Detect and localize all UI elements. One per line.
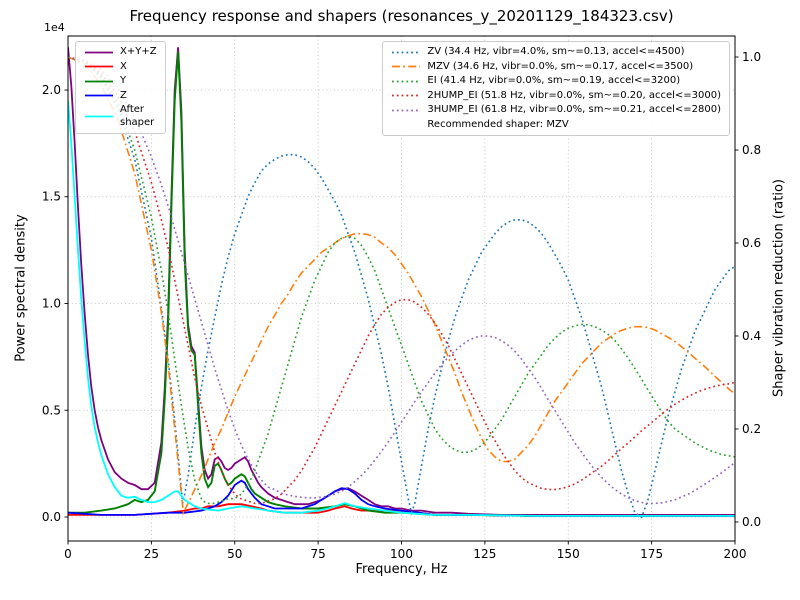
tick-label-x-25: 25 — [144, 547, 159, 561]
legend-line-2hump_ei — [392, 94, 421, 97]
tick-label-x-75: 75 — [310, 547, 325, 561]
curve-3hump_ei — [68, 56, 735, 505]
legend-shapers: ZV (34.4 Hz, vibr=4.0%, sm~=0.13, accel<… — [382, 41, 730, 136]
tick-label-x-0: 0 — [64, 547, 72, 561]
y-axis-left-label: Power spectral density — [13, 214, 29, 362]
legend-label-mzv: MZV (34.6 Hz, vibr=0.0%, sm~=0.17, accel… — [427, 60, 694, 72]
tick-label-yr-0: 0.0 — [742, 515, 761, 529]
tick-label-yl-0: 0.0 — [42, 510, 61, 524]
curve-y — [68, 51, 735, 517]
tick-label-x-150: 150 — [557, 547, 580, 561]
legend-line-x — [85, 65, 113, 68]
tick-label-yl-1: 1.0 — [42, 296, 61, 310]
legend-label-2hump_ei: 2HUMP_EI (51.8 Hz, vibr=0.0%, sm~=0.20, … — [427, 89, 721, 101]
legend-line-y — [85, 80, 113, 83]
legend-label-ei: EI (41.4 Hz, vibr=0.0%, sm~=0.19, accel<… — [427, 75, 681, 86]
legend-item-ei: EI (41.4 Hz, vibr=0.0%, sm~=0.19, accel<… — [391, 75, 721, 88]
curve-z — [68, 479, 735, 517]
legend-line-after-shaper — [85, 115, 113, 118]
tick-label-yl-1.5: 1.5 — [42, 190, 61, 204]
legend-item-x: X — [84, 61, 157, 74]
legend-label-xyz: X+Y+Z — [120, 46, 157, 57]
legend-item-xyz: X+Y+Z — [84, 46, 157, 59]
tick-label-yr-0.2: 0.2 — [742, 422, 761, 436]
chart-title: Frequency response and shapers (resonanc… — [129, 7, 674, 25]
curve-after-shaper — [68, 100, 735, 517]
legend-line-xyz — [85, 51, 113, 54]
legend-label-y: Y — [120, 75, 127, 86]
legend-line-mzv — [392, 65, 421, 68]
legend-label-x: X — [120, 60, 127, 72]
legend-label-after-shaper: After shaper — [120, 104, 155, 128]
legend-line-ei — [392, 80, 421, 83]
tick-label-yr-0.8: 0.8 — [742, 143, 761, 157]
legend-item-z: Z — [84, 90, 157, 103]
y-axis-multiplier: 1e4 — [44, 21, 65, 34]
legend-note-row: Recommended shaper: MZV — [391, 119, 721, 132]
curve-2hump_ei — [68, 56, 735, 505]
y-axis-right-label: Shaper vibration reduction (ratio) — [771, 179, 787, 397]
tick-label-yl-2: 2.0 — [42, 83, 61, 97]
recommended-shaper-text: Recommended shaper: MZV — [427, 118, 569, 130]
legend-label-z: Z — [120, 89, 127, 101]
tick-label-x-50: 50 — [227, 547, 242, 561]
tick-label-yr-0.4: 0.4 — [742, 329, 761, 343]
tick-label-x-200: 200 — [724, 547, 747, 561]
legend-psd: X+Y+Z X Y Z After shaper — [75, 41, 166, 134]
curve-zv — [68, 56, 735, 519]
legend-item-zv: ZV (34.4 Hz, vibr=4.0%, sm~=0.13, accel<… — [391, 46, 721, 59]
legend-label-3hump_ei: 3HUMP_EI (61.8 Hz, vibr=0.0%, sm~=0.21, … — [427, 104, 721, 115]
legend-line-3hump_ei — [392, 109, 421, 112]
curve-xyz — [68, 47, 735, 516]
legend-item-mzv: MZV (34.6 Hz, vibr=0.0%, sm~=0.17, accel… — [391, 61, 721, 74]
tick-label-x-175: 175 — [640, 547, 663, 561]
tick-label-x-125: 125 — [473, 547, 496, 561]
tick-label-yr-0.6: 0.6 — [742, 236, 761, 250]
x-axis-label: Frequency, Hz — [355, 562, 448, 577]
tick-label-x-100: 100 — [390, 547, 413, 561]
legend-label-zv: ZV (34.4 Hz, vibr=4.0%, sm~=0.13, accel<… — [427, 46, 685, 57]
legend-item-after-shaper: After shaper — [84, 104, 157, 129]
tick-label-yl-0.5: 0.5 — [42, 403, 61, 417]
legend-item-3hump_ei: 3HUMP_EI (61.8 Hz, vibr=0.0%, sm~=0.21, … — [391, 104, 721, 117]
legend-line-zv — [392, 51, 421, 54]
tick-label-yr-1: 1.0 — [742, 50, 761, 64]
legend-item-2hump_ei: 2HUMP_EI (51.8 Hz, vibr=0.0%, sm~=0.20, … — [391, 90, 721, 103]
legend-item-y: Y — [84, 75, 157, 88]
plot-border — [67, 35, 736, 542]
legend-line-z — [85, 94, 113, 97]
